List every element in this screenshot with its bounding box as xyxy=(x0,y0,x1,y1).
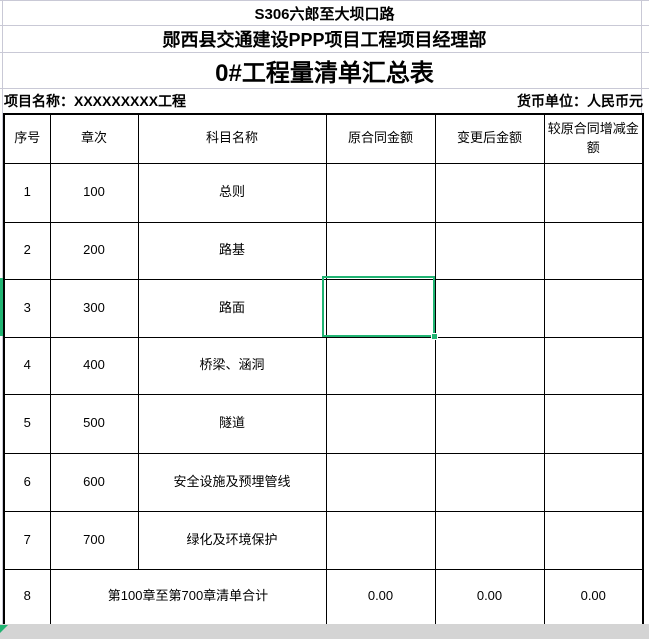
table-row: 4 400 桥梁、涵洞 xyxy=(3,336,644,395)
sheet-title: 0#工程量清单汇总表 xyxy=(215,60,434,87)
cell-changed[interactable] xyxy=(434,452,545,512)
table-row: 6 600 安全设施及预埋管线 xyxy=(3,452,644,512)
org-title-cell[interactable]: 郧西县交通建设PPP项目工程项目经理部 xyxy=(0,26,649,53)
cell-chapter[interactable]: 300 xyxy=(49,278,139,338)
table-row: 1 100 总则 xyxy=(3,162,644,223)
cell-diff[interactable] xyxy=(543,336,644,395)
cell-seq[interactable]: 2 xyxy=(3,221,51,280)
cell-subject[interactable]: 总则 xyxy=(137,162,327,223)
cell-diff[interactable] xyxy=(543,278,644,338)
cell-subject[interactable]: 隧道 xyxy=(137,393,327,454)
cell-original[interactable] xyxy=(325,510,436,570)
cell-seq[interactable]: 1 xyxy=(3,162,51,223)
cell-changed[interactable] xyxy=(434,336,545,395)
cell-original[interactable] xyxy=(325,452,436,512)
gridline-vertical-right xyxy=(641,0,642,113)
header-difference-amount[interactable]: 较原合同增减金额 xyxy=(543,113,644,164)
table-row: 5 500 隧道 xyxy=(3,393,644,454)
cell-original[interactable] xyxy=(325,162,436,223)
cell-diff[interactable] xyxy=(543,162,644,223)
cell-total-changed[interactable]: 0.00 xyxy=(434,568,545,626)
cell-total-original[interactable]: 0.00 xyxy=(325,568,436,626)
cell-subject[interactable]: 路面 xyxy=(137,278,327,338)
cell-seq[interactable]: 4 xyxy=(3,336,51,395)
table-row: 3 300 路面 xyxy=(3,278,644,338)
header-subject[interactable]: 科目名称 xyxy=(137,113,327,164)
cell-changed[interactable] xyxy=(434,393,545,454)
cell-original[interactable] xyxy=(325,336,436,395)
cell-total-diff[interactable]: 0.00 xyxy=(543,568,644,626)
table-row: 2 200 路基 xyxy=(3,221,644,280)
total-row: 8 第100章至第700章清单合计 0.00 0.00 0.00 xyxy=(3,568,644,626)
route-title-cell[interactable]: S306六郎至大坝口路 xyxy=(0,0,649,26)
header-original-amount[interactable]: 原合同金额 xyxy=(325,113,436,164)
cell-changed[interactable] xyxy=(434,162,545,223)
project-name-label: 项目名称：XXXXXXXXX工程 xyxy=(4,93,187,109)
header-changed-amount[interactable]: 变更后金额 xyxy=(434,113,545,164)
cell-chapter[interactable]: 600 xyxy=(49,452,139,512)
cell-diff[interactable] xyxy=(543,393,644,454)
header-row: 序号 章次 科目名称 原合同金额 变更后金额 较原合同增减金额 xyxy=(3,113,644,164)
cell-changed[interactable] xyxy=(434,221,545,280)
fill-handle[interactable] xyxy=(431,333,438,340)
cell-total-label[interactable]: 第100章至第700章清单合计 xyxy=(49,568,327,626)
subheader-row[interactable]: 项目名称：XXXXXXXXX工程 货币单位：人民币元 xyxy=(0,89,649,113)
cell-chapter[interactable]: 500 xyxy=(49,393,139,454)
cell-seq[interactable]: 6 xyxy=(3,452,51,512)
sheet-bottom-margin xyxy=(0,624,649,639)
cell-original[interactable] xyxy=(325,393,436,454)
header-seq[interactable]: 序号 xyxy=(3,113,51,164)
route-title: S306六郎至大坝口路 xyxy=(254,5,395,23)
cell-chapter[interactable]: 700 xyxy=(49,510,139,570)
cell-chapter[interactable]: 200 xyxy=(49,221,139,280)
cell-subject[interactable]: 安全设施及预埋管线 xyxy=(137,452,327,512)
cell-diff[interactable] xyxy=(543,510,644,570)
selected-row-indicator xyxy=(0,278,3,336)
cell-original-selected[interactable] xyxy=(325,278,436,338)
cell-diff[interactable] xyxy=(543,221,644,280)
cell-seq[interactable]: 8 xyxy=(3,568,51,626)
table-row: 7 700 绿化及环境保护 xyxy=(3,510,644,570)
cell-seq[interactable]: 5 xyxy=(3,393,51,454)
cell-subject[interactable]: 路基 xyxy=(137,221,327,280)
cell-seq[interactable]: 7 xyxy=(3,510,51,570)
sheet-title-cell[interactable]: 0#工程量清单汇总表 xyxy=(0,53,649,89)
cell-original[interactable] xyxy=(325,221,436,280)
cell-changed[interactable] xyxy=(434,278,545,338)
cell-diff[interactable] xyxy=(543,452,644,512)
org-title: 郧西县交通建设PPP项目工程项目经理部 xyxy=(162,30,487,50)
bottom-left-green-marker xyxy=(0,625,8,633)
cell-chapter[interactable]: 400 xyxy=(49,336,139,395)
cell-chapter[interactable]: 100 xyxy=(49,162,139,223)
summary-table: 序号 章次 科目名称 原合同金额 变更后金额 较原合同增减金额 1 100 总则… xyxy=(3,113,644,626)
currency-unit-label: 货币单位：人民币元 xyxy=(517,93,643,109)
cell-subject[interactable]: 绿化及环境保护 xyxy=(137,510,327,570)
cell-changed[interactable] xyxy=(434,510,545,570)
cell-subject[interactable]: 桥梁、涵洞 xyxy=(137,336,327,395)
header-chapter[interactable]: 章次 xyxy=(49,113,139,164)
cell-seq[interactable]: 3 xyxy=(3,278,51,338)
